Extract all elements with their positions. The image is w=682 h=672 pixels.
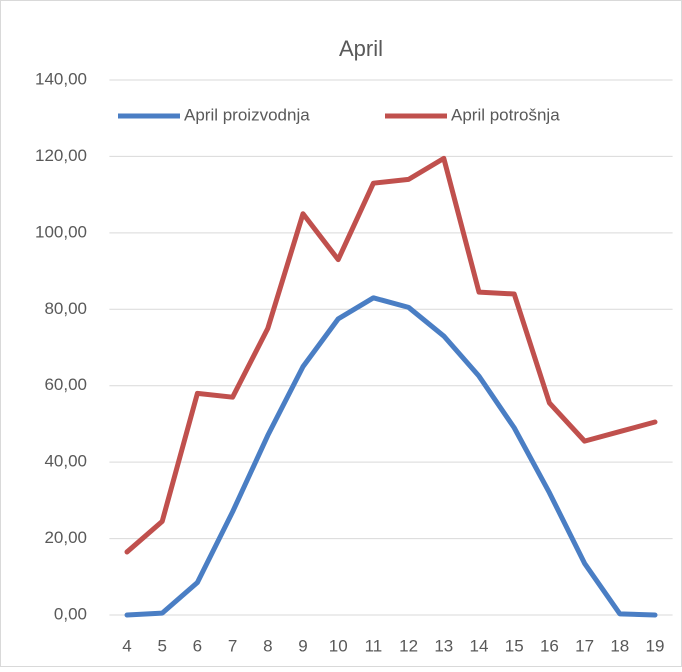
x-tick-label: 5 [157, 636, 166, 655]
y-tick-label: 20,00 [44, 528, 87, 547]
x-tick-label: 19 [646, 636, 665, 655]
x-tick-label: 4 [122, 636, 131, 655]
y-tick-label: 140,00 [35, 69, 87, 88]
y-tick-label: 80,00 [44, 299, 87, 318]
x-tick-label: 16 [540, 636, 559, 655]
x-tick-label: 18 [610, 636, 629, 655]
y-tick-label: 40,00 [44, 452, 87, 471]
series-line [124, 295, 658, 618]
x-tick-label: 8 [263, 636, 272, 655]
x-tick-label: 11 [365, 636, 383, 655]
series-line [124, 155, 658, 555]
x-tick-label: 15 [505, 636, 524, 655]
x-tick-label: 12 [399, 636, 418, 655]
x-tick-label: 14 [470, 636, 489, 655]
legend-label: April potrošnja [451, 105, 560, 124]
x-tick-label: 10 [329, 636, 348, 655]
legend-label: April proizvodnja [184, 105, 310, 124]
chart-title: April [339, 36, 383, 61]
x-tick-label: 13 [434, 636, 453, 655]
x-tick-label: 9 [298, 636, 307, 655]
y-tick-label: 100,00 [35, 222, 87, 241]
y-tick-label: 0,00 [54, 604, 87, 623]
x-tick-label: 7 [228, 636, 237, 655]
y-tick-label: 60,00 [44, 375, 87, 394]
y-tick-label: 120,00 [35, 146, 87, 165]
x-tick-label: 6 [193, 636, 202, 655]
x-tick-label: 17 [575, 636, 594, 655]
